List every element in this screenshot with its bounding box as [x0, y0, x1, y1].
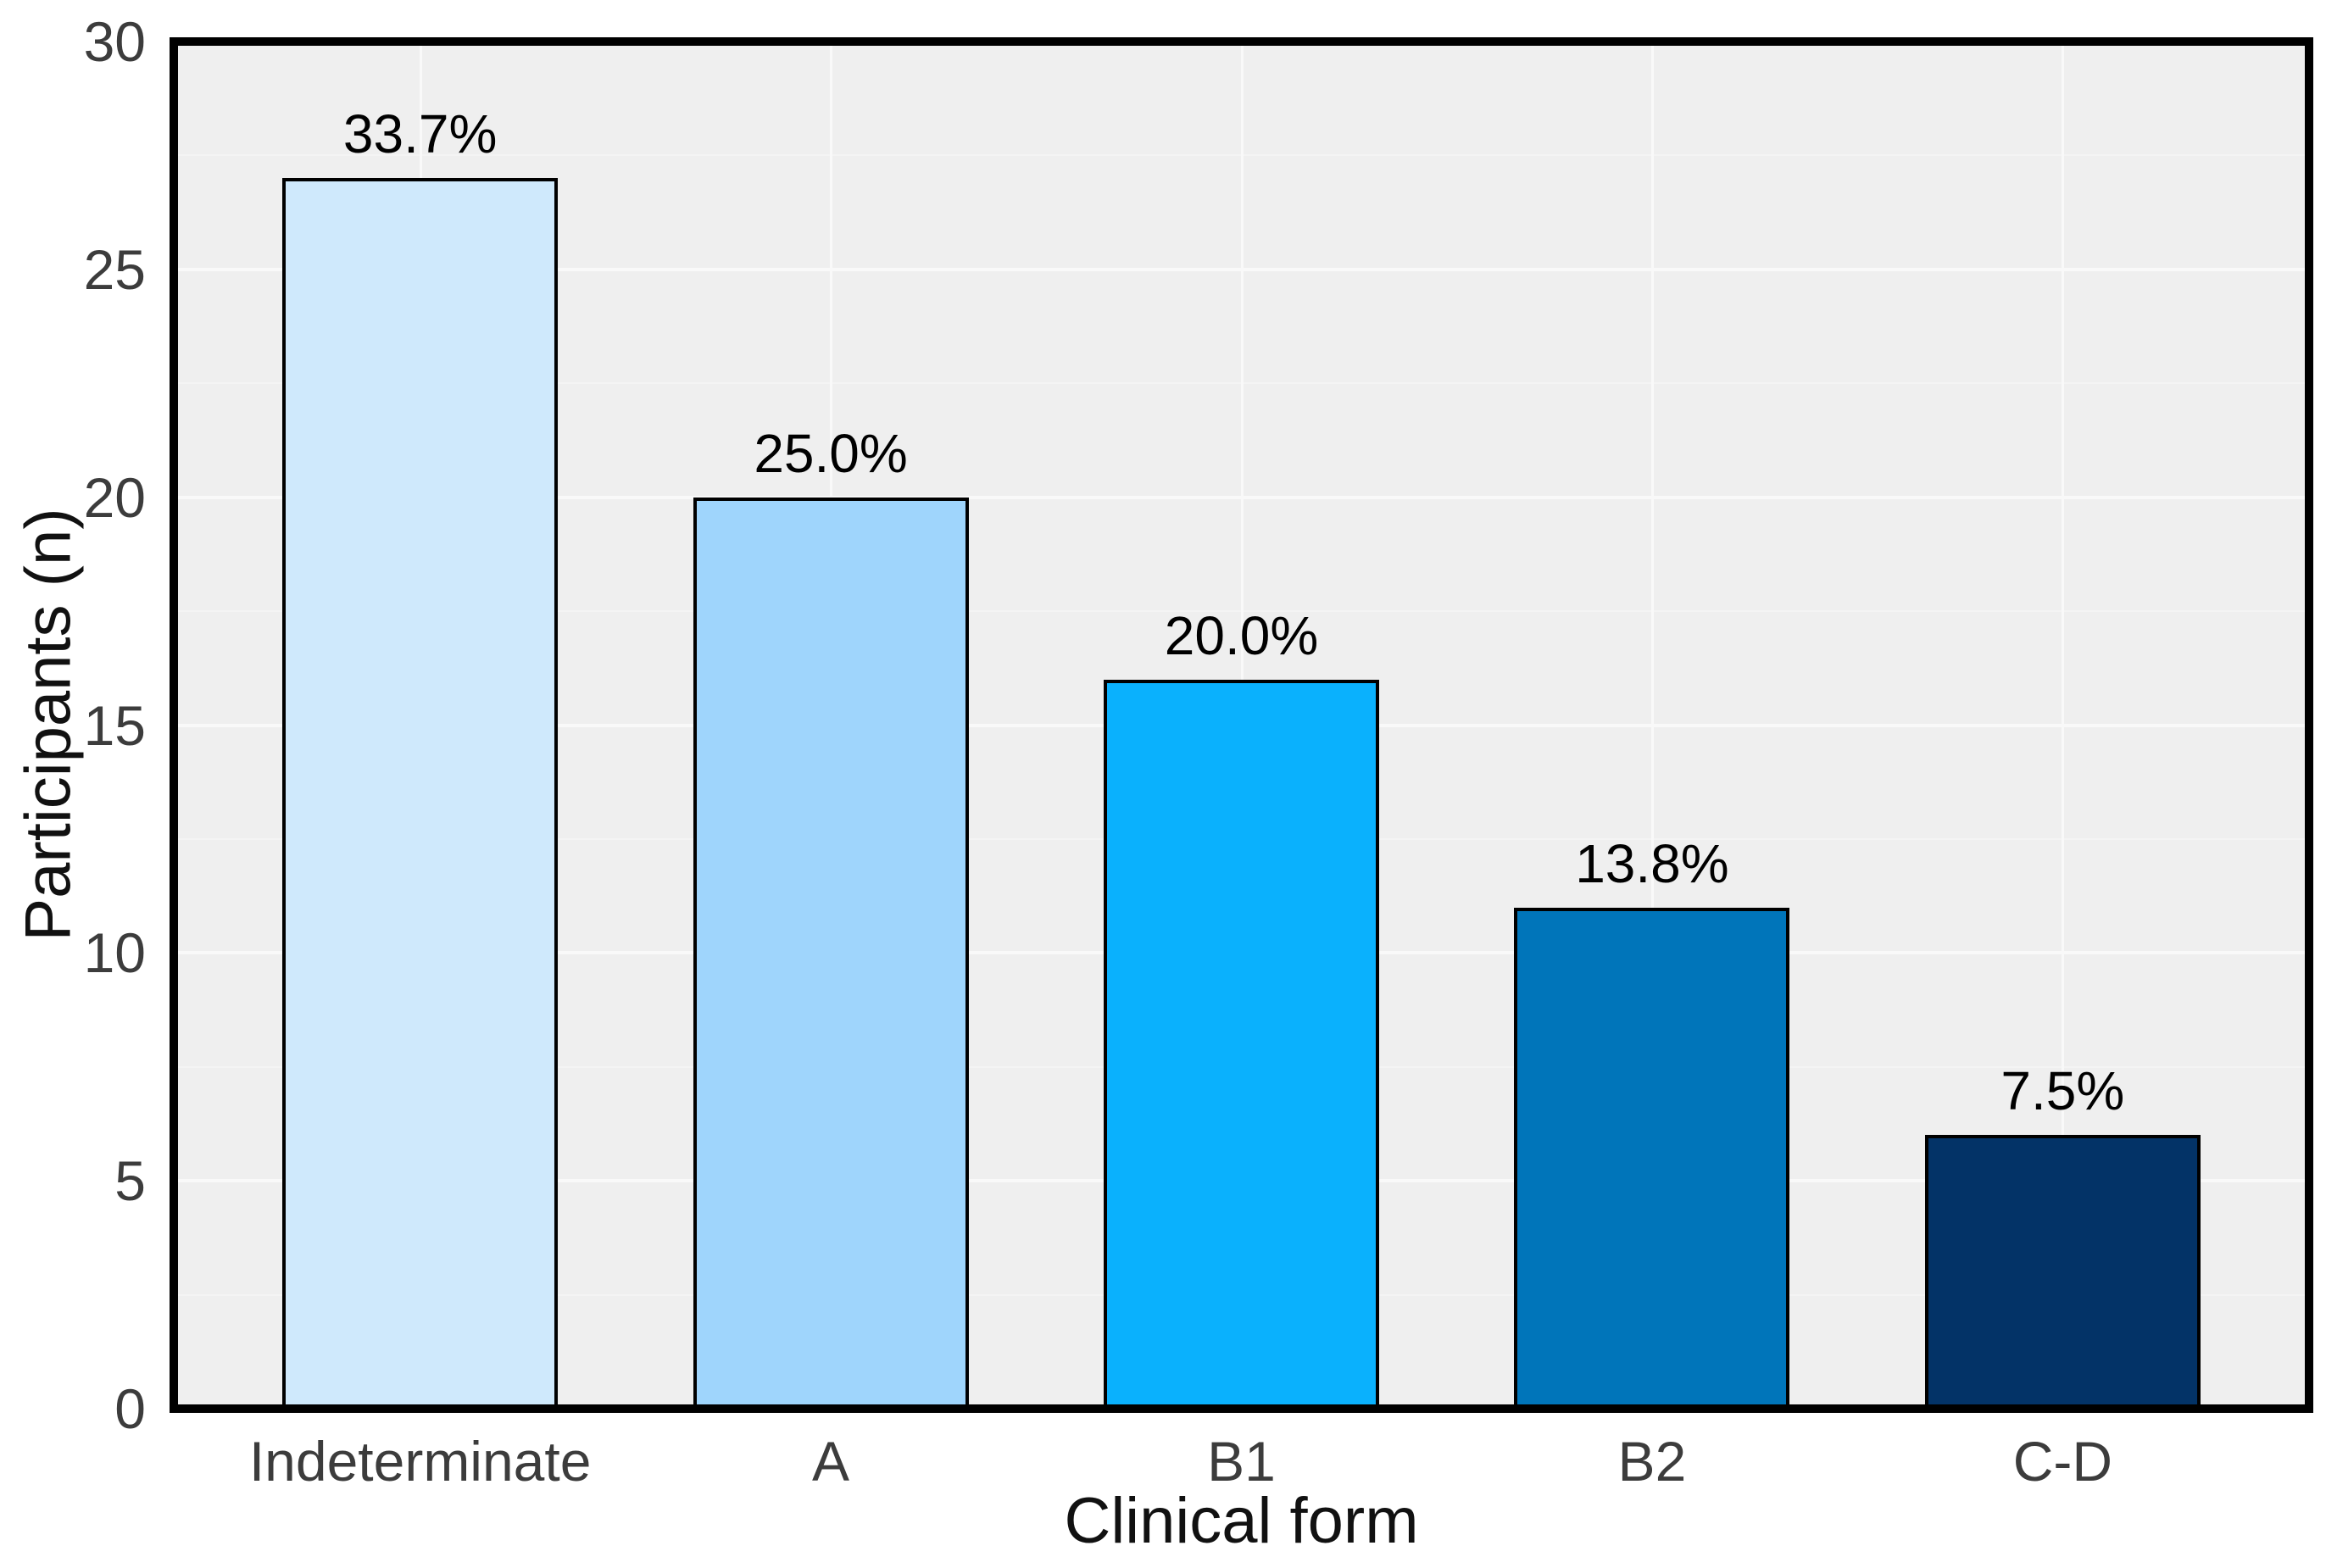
bar-value-label-indeterminate: 33.7% [342, 103, 498, 165]
x-tick-label-b1: B1 [1207, 1430, 1276, 1493]
x-tick-label-a: A [812, 1430, 850, 1493]
x-tick-label-c-d: C-D [2012, 1430, 2112, 1493]
x-tick-label-indeterminate: Indeterminate [248, 1430, 592, 1493]
gridline-major-vertical [1650, 42, 1654, 1409]
y-tick-label: 20 [83, 465, 146, 529]
bar-indeterminate [282, 178, 559, 1409]
bar-value-label-b2: 13.8% [1575, 832, 1729, 894]
y-tick-label: 15 [83, 693, 146, 757]
bar-c-d [1924, 1135, 2201, 1409]
bar-value-label-a: 25.0% [754, 422, 908, 484]
gridline-major-vertical [2062, 42, 2065, 1409]
y-tick-label: 25 [83, 237, 146, 301]
y-tick-label: 30 [83, 10, 146, 73]
bar-a [693, 497, 969, 1409]
y-tick-label: 5 [114, 1149, 146, 1213]
x-tick-label-b2: B2 [1617, 1430, 1687, 1493]
y-tick-label: 10 [83, 921, 146, 985]
bar-value-label-c-d: 7.5% [2000, 1060, 2125, 1122]
x-axis-title: Clinical form [1064, 1485, 1419, 1557]
bar-b2 [1514, 907, 1790, 1409]
bar-value-label-b1: 20.0% [1164, 604, 1319, 666]
bar-b1 [1104, 679, 1379, 1409]
y-tick-label: 0 [114, 1377, 146, 1440]
y-axis-title: Participants (n) [12, 508, 85, 942]
